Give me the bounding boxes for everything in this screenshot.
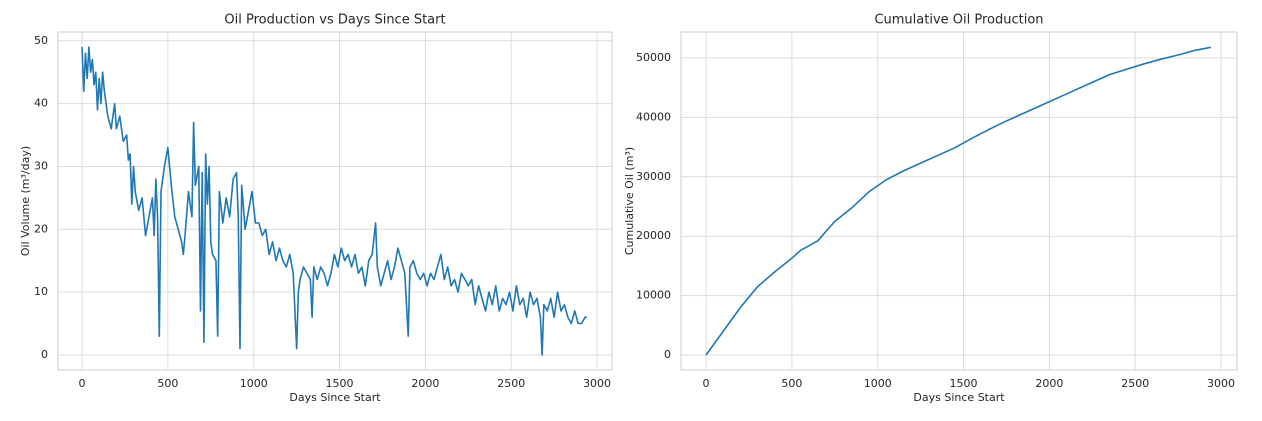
x-tick-label: 1000 (864, 377, 892, 390)
x-tick-label: 500 (157, 377, 178, 390)
x-tick-label: 1000 (240, 377, 268, 390)
plot-border (680, 31, 1238, 371)
x-tick-label: 1500 (950, 377, 978, 390)
plot-area (681, 32, 1237, 370)
x-tick-label: 1500 (326, 377, 354, 390)
plot-area (58, 32, 612, 370)
y-tick-label: 0 (41, 348, 48, 361)
y-tick-label: 50 (34, 34, 48, 47)
y-axis-label: Cumulative Oil (m³) (623, 147, 636, 255)
y-tick-label: 30000 (636, 170, 671, 183)
x-tick-label: 2500 (497, 377, 525, 390)
y-tick-label: 10000 (636, 289, 671, 302)
y-axis-label: Oil Volume (m³/day) (19, 146, 32, 256)
chart-title: Cumulative Oil Production (874, 13, 1043, 28)
chart-title: Oil Production vs Days Since Start (224, 13, 445, 28)
x-tick-label: 2500 (1121, 377, 1149, 390)
x-axis-label: Days Since Start (289, 391, 381, 404)
y-tick-label: 10 (34, 285, 48, 298)
y-tick-label: 20000 (636, 229, 671, 242)
x-axis-label: Days Since Start (913, 391, 1005, 404)
y-tick-label: 40 (34, 97, 48, 110)
x-tick-label: 3000 (1207, 377, 1235, 390)
data-line (81, 46, 587, 356)
x-tick-label: 2000 (411, 377, 439, 390)
y-tick-label: 20 (34, 222, 48, 235)
x-tick-label: 3000 (583, 377, 611, 390)
y-tick-label: 30 (34, 159, 48, 172)
y-tick-label: 0 (664, 348, 671, 361)
x-tick-label: 0 (703, 377, 710, 390)
x-tick-label: 0 (79, 377, 86, 390)
y-tick-label: 40000 (636, 110, 671, 123)
y-tick-label: 50000 (636, 51, 671, 64)
x-tick-label: 500 (781, 377, 802, 390)
plot-border (57, 31, 613, 371)
x-tick-label: 2000 (1035, 377, 1063, 390)
data-line (705, 46, 1211, 356)
